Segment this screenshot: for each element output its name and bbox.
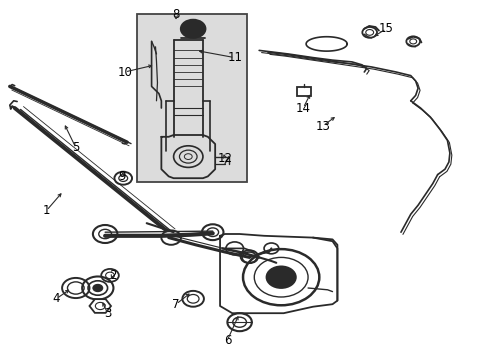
Text: 3: 3 bbox=[103, 307, 111, 320]
Circle shape bbox=[266, 266, 295, 288]
Text: 14: 14 bbox=[295, 102, 310, 114]
Text: 4: 4 bbox=[52, 292, 60, 305]
Text: 6: 6 bbox=[223, 334, 231, 347]
Text: 11: 11 bbox=[227, 51, 242, 64]
Text: 1: 1 bbox=[42, 204, 50, 217]
Text: 12: 12 bbox=[217, 152, 232, 165]
Text: 15: 15 bbox=[378, 22, 393, 35]
Circle shape bbox=[93, 284, 102, 292]
Text: 13: 13 bbox=[315, 120, 329, 132]
Text: 2: 2 bbox=[108, 269, 116, 282]
Text: 7: 7 bbox=[172, 298, 180, 311]
FancyBboxPatch shape bbox=[137, 14, 246, 182]
Text: 10: 10 bbox=[117, 66, 132, 78]
Text: 8: 8 bbox=[172, 8, 180, 21]
Text: 9: 9 bbox=[118, 170, 126, 183]
Text: 5: 5 bbox=[72, 141, 80, 154]
Circle shape bbox=[181, 20, 205, 38]
Bar bbox=[296, 87, 311, 96]
